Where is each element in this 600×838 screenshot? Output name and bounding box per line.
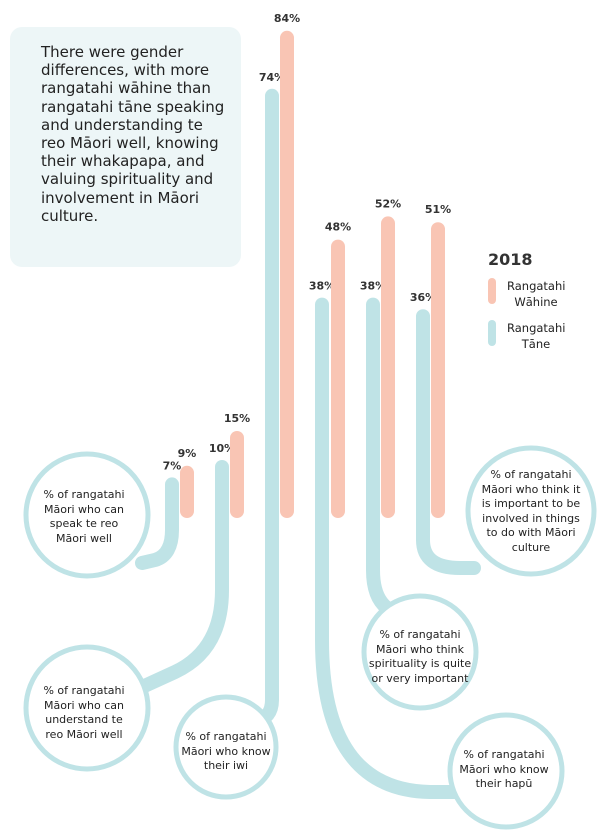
bar-tane-culture — [416, 309, 430, 526]
legend-swatch-tane — [488, 320, 496, 346]
connector-iwi — [237, 511, 279, 731]
bar-tane-understand — [215, 460, 229, 526]
category-label-hapu: % of rangatahi Māori who know their hapū — [459, 748, 549, 790]
legend-item-tane: Rangatahi Tāne — [488, 320, 588, 360]
value-label-tane-spirituality: 38% — [360, 280, 386, 293]
category-label-understand: % of rangatahi Māori who can understand … — [43, 684, 125, 741]
value-label-tane-speak: 7% — [163, 459, 182, 472]
connector-speak — [135, 511, 179, 570]
legend-label-tane: Rangatahi Tāne — [507, 321, 566, 351]
bar-wahine-hapu — [331, 239, 345, 518]
legend-item-wahine: Rangatahi Wāhine — [488, 278, 588, 318]
value-label-wahine-culture: 51% — [425, 203, 451, 216]
legend-swatch-wahine — [488, 278, 496, 304]
bar-tane-spirituality — [366, 297, 380, 526]
value-label-tane-culture: 36% — [410, 291, 436, 304]
value-label-wahine-spirituality: 52% — [375, 197, 401, 210]
category-circle-speak — [23, 451, 151, 579]
legend-title: 2018 — [488, 250, 533, 269]
connector-understand — [133, 511, 229, 695]
category-circle-hapu — [447, 712, 565, 830]
value-label-wahine-iwi: 84% — [274, 12, 300, 25]
connector-culture — [416, 511, 481, 575]
connector-hapu — [315, 511, 469, 799]
category-circle-culture — [465, 445, 597, 577]
category-label-speak: % of rangatahi Māori who can speak te re… — [43, 488, 125, 545]
legend-label-wahine: Rangatahi Wāhine — [507, 279, 566, 309]
bar-tane-iwi — [265, 88, 279, 527]
value-label-wahine-hapu: 48% — [325, 221, 351, 234]
value-label-tane-understand: 10% — [209, 442, 235, 455]
bar-wahine-iwi — [280, 30, 294, 519]
summary-note-text: There were gender differences, with more… — [41, 43, 225, 225]
value-label-wahine-speak: 9% — [178, 447, 197, 460]
category-label-iwi: % of rangatahi Māori who know their iwi — [181, 730, 271, 772]
bar-tane-speak — [165, 477, 179, 526]
category-label-spirituality: % of rangatahi Māori who think spiritual… — [368, 628, 472, 685]
bar-wahine-understand — [230, 431, 244, 518]
value-label-wahine-understand: 15% — [224, 412, 250, 425]
category-circle-spirituality — [361, 593, 479, 711]
category-circle-understand — [23, 644, 151, 772]
bar-tane-hapu — [315, 297, 329, 526]
summary-note: There were gender differences, with more… — [10, 27, 241, 267]
bar-wahine-spirituality — [381, 216, 395, 518]
value-label-tane-hapu: 38% — [309, 280, 335, 293]
value-label-tane-iwi: 74% — [259, 71, 285, 84]
category-label-culture: % of rangatahi Māori who think it is imp… — [481, 468, 581, 554]
bar-wahine-culture — [431, 222, 445, 518]
category-circle-iwi — [173, 694, 279, 800]
bar-wahine-speak — [180, 465, 194, 518]
